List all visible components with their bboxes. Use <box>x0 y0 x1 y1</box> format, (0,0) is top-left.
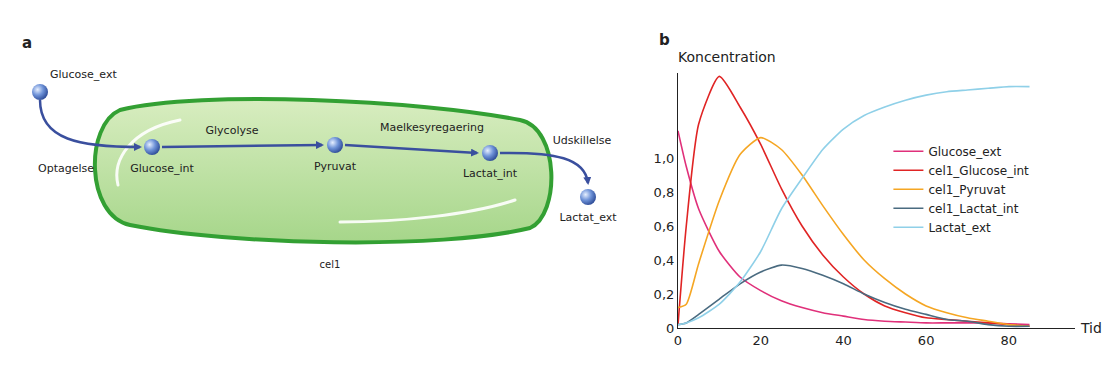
svg-text:Koncentration: Koncentration <box>678 49 776 65</box>
svg-text:Tid: Tid <box>1080 320 1102 336</box>
svg-text:Lactat_int: Lactat_int <box>463 167 518 180</box>
svg-text:b: b <box>659 31 670 49</box>
svg-text:0: 0 <box>666 321 674 336</box>
svg-text:Udskillelse: Udskillelse <box>553 134 612 147</box>
svg-text:0,6: 0,6 <box>654 219 675 234</box>
svg-text:0,8: 0,8 <box>654 185 675 200</box>
svg-text:Pyruvat: Pyruvat <box>314 160 357 173</box>
svg-text:a: a <box>22 34 32 52</box>
svg-text:0,4: 0,4 <box>654 253 675 268</box>
svg-text:80: 80 <box>1001 333 1018 348</box>
svg-text:Glucose_ext: Glucose_ext <box>50 68 117 81</box>
svg-text:1,0: 1,0 <box>654 151 675 166</box>
svg-text:cel1_Pyruvat: cel1_Pyruvat <box>928 183 1005 197</box>
svg-text:Lactat_ext: Lactat_ext <box>559 211 617 224</box>
svg-text:cel1_Lactat_int: cel1_Lactat_int <box>928 202 1018 216</box>
svg-text:20: 20 <box>752 333 769 348</box>
svg-text:0: 0 <box>674 333 682 348</box>
svg-text:cel1: cel1 <box>320 259 341 270</box>
svg-text:Glucose_ext: Glucose_ext <box>928 145 1001 159</box>
svg-text:cel1_Glucose_int: cel1_Glucose_int <box>928 164 1029 178</box>
svg-text:0,2: 0,2 <box>654 287 675 302</box>
svg-text:40: 40 <box>835 333 852 348</box>
svg-text:Glycolyse: Glycolyse <box>206 124 259 137</box>
svg-text:Lactat_ext: Lactat_ext <box>928 221 991 235</box>
svg-text:Glucose_int: Glucose_int <box>130 162 194 175</box>
svg-text:60: 60 <box>918 333 935 348</box>
svg-text:Optagelse: Optagelse <box>38 162 94 175</box>
svg-text:Maelkesyregaering: Maelkesyregaering <box>380 121 484 134</box>
